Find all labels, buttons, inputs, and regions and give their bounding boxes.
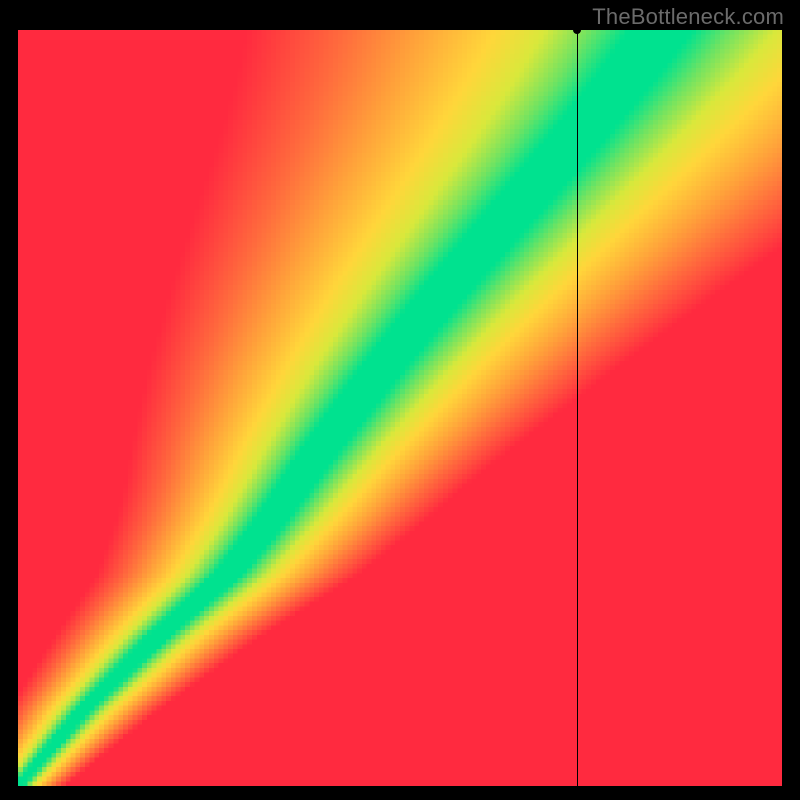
top-marker-dot (573, 26, 581, 34)
vertical-reference-line (577, 30, 578, 786)
heatmap-canvas (18, 30, 782, 786)
chart-container: TheBottleneck.com (0, 0, 800, 800)
heatmap-plot-area (18, 30, 782, 786)
watermark-text: TheBottleneck.com (592, 4, 784, 30)
